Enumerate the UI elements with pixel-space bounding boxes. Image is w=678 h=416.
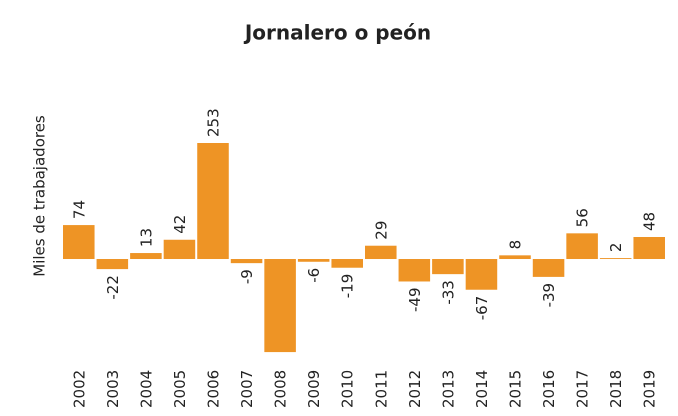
- bar: [532, 259, 565, 277]
- data-label: -22: [104, 275, 122, 300]
- data-label: -19: [339, 274, 357, 299]
- data-label: -49: [406, 287, 424, 312]
- data-label: 42: [171, 215, 189, 234]
- data-label: -9: [238, 269, 256, 284]
- data-label: 48: [641, 212, 659, 231]
- x-tick-label: 2013: [439, 370, 457, 408]
- bar: [264, 259, 296, 353]
- data-label: 8: [507, 240, 525, 250]
- data-label: 74: [70, 200, 88, 219]
- bar: [297, 259, 330, 262]
- x-tick-label: 2015: [507, 370, 525, 408]
- bar: [63, 225, 95, 260]
- bar: [599, 258, 632, 260]
- chart-title: Jornalero o peón: [243, 21, 431, 45]
- data-label: 253: [205, 108, 223, 137]
- x-tick-label: 2006: [205, 370, 223, 408]
- bar: [331, 259, 363, 268]
- x-tick-label: 2005: [171, 370, 189, 408]
- x-tick-label: 2007: [238, 370, 256, 408]
- x-tick-label: 2003: [104, 370, 122, 408]
- data-label: 13: [137, 228, 155, 247]
- data-label: 2: [607, 243, 625, 253]
- data-label: -6: [305, 268, 323, 283]
- x-tick-label: 2016: [540, 370, 558, 408]
- bar: [130, 253, 162, 260]
- x-tick-label: 2012: [406, 370, 424, 408]
- bar: [230, 259, 263, 264]
- data-label: -33: [439, 280, 457, 305]
- bar: [96, 259, 129, 270]
- y-axis-label: Miles de trabajadores: [31, 115, 49, 277]
- bar: [633, 237, 665, 260]
- bar: [465, 259, 498, 290]
- bar: [197, 143, 229, 260]
- x-tick-label: 2011: [372, 370, 390, 408]
- x-tick-label: 2008: [272, 370, 290, 408]
- x-tick-label: 2018: [607, 370, 625, 408]
- bar: [365, 245, 397, 260]
- bar: [499, 255, 531, 260]
- x-tick-label: 2019: [641, 370, 659, 408]
- data-label: -39: [540, 283, 558, 308]
- bar: [432, 259, 464, 275]
- data-label: 56: [574, 208, 592, 227]
- data-label: -67: [473, 296, 491, 321]
- x-tick-label: 2014: [473, 370, 491, 408]
- x-tick-label: 2009: [305, 370, 323, 408]
- x-tick-label: 2004: [137, 370, 155, 408]
- x-tick-label: 2017: [574, 370, 592, 408]
- bar: [566, 233, 598, 260]
- bar: [163, 239, 196, 260]
- x-tick-label: 2010: [339, 370, 357, 408]
- bar: [398, 259, 431, 282]
- data-label: 29: [372, 221, 390, 240]
- x-tick-label: 2002: [70, 370, 88, 408]
